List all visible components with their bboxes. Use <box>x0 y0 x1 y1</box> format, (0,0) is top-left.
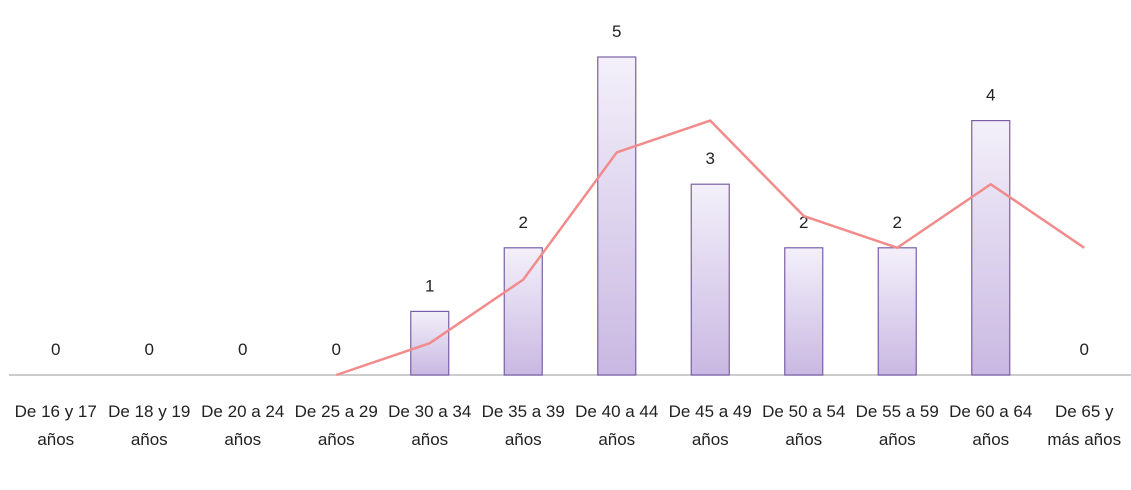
x-tick-label: De 20 a 24 años <box>201 402 285 449</box>
x-tick-label: De 18 y 19 años <box>108 402 191 449</box>
bar <box>597 56 637 376</box>
data-label: 1 <box>425 276 434 295</box>
x-tick-label: De 16 y 17 años <box>14 402 97 449</box>
data-label: 0 <box>1080 340 1089 359</box>
data-label: 5 <box>612 22 621 41</box>
x-tick-label: De 65 y más años <box>1047 402 1122 449</box>
data-label: 2 <box>893 213 902 232</box>
x-tick-label: De 30 a 34 años <box>388 402 472 449</box>
x-tick-label: De 55 a 59 años <box>855 402 939 449</box>
x-tick-label: De 50 a 54 años <box>762 402 846 449</box>
x-tick-label: De 40 a 44 años <box>575 402 659 449</box>
data-label: 2 <box>799 213 808 232</box>
bar <box>784 247 824 376</box>
bar <box>503 247 543 376</box>
x-tick-label: De 60 a 64 años <box>949 402 1033 449</box>
bar <box>690 183 730 376</box>
data-label: 0 <box>51 340 60 359</box>
x-tick-label: De 25 a 29 años <box>294 402 378 449</box>
data-label: 3 <box>706 149 715 168</box>
x-tick-label: De 45 a 49 años <box>668 402 752 449</box>
data-label: 0 <box>238 340 247 359</box>
data-label: 0 <box>145 340 154 359</box>
x-tick-label: De 35 a 39 años <box>481 402 565 449</box>
data-label: 2 <box>519 213 528 232</box>
bar <box>971 119 1011 376</box>
data-label: 4 <box>986 86 995 105</box>
bar <box>877 247 917 376</box>
data-label: 0 <box>332 340 341 359</box>
line <box>335 119 1085 377</box>
